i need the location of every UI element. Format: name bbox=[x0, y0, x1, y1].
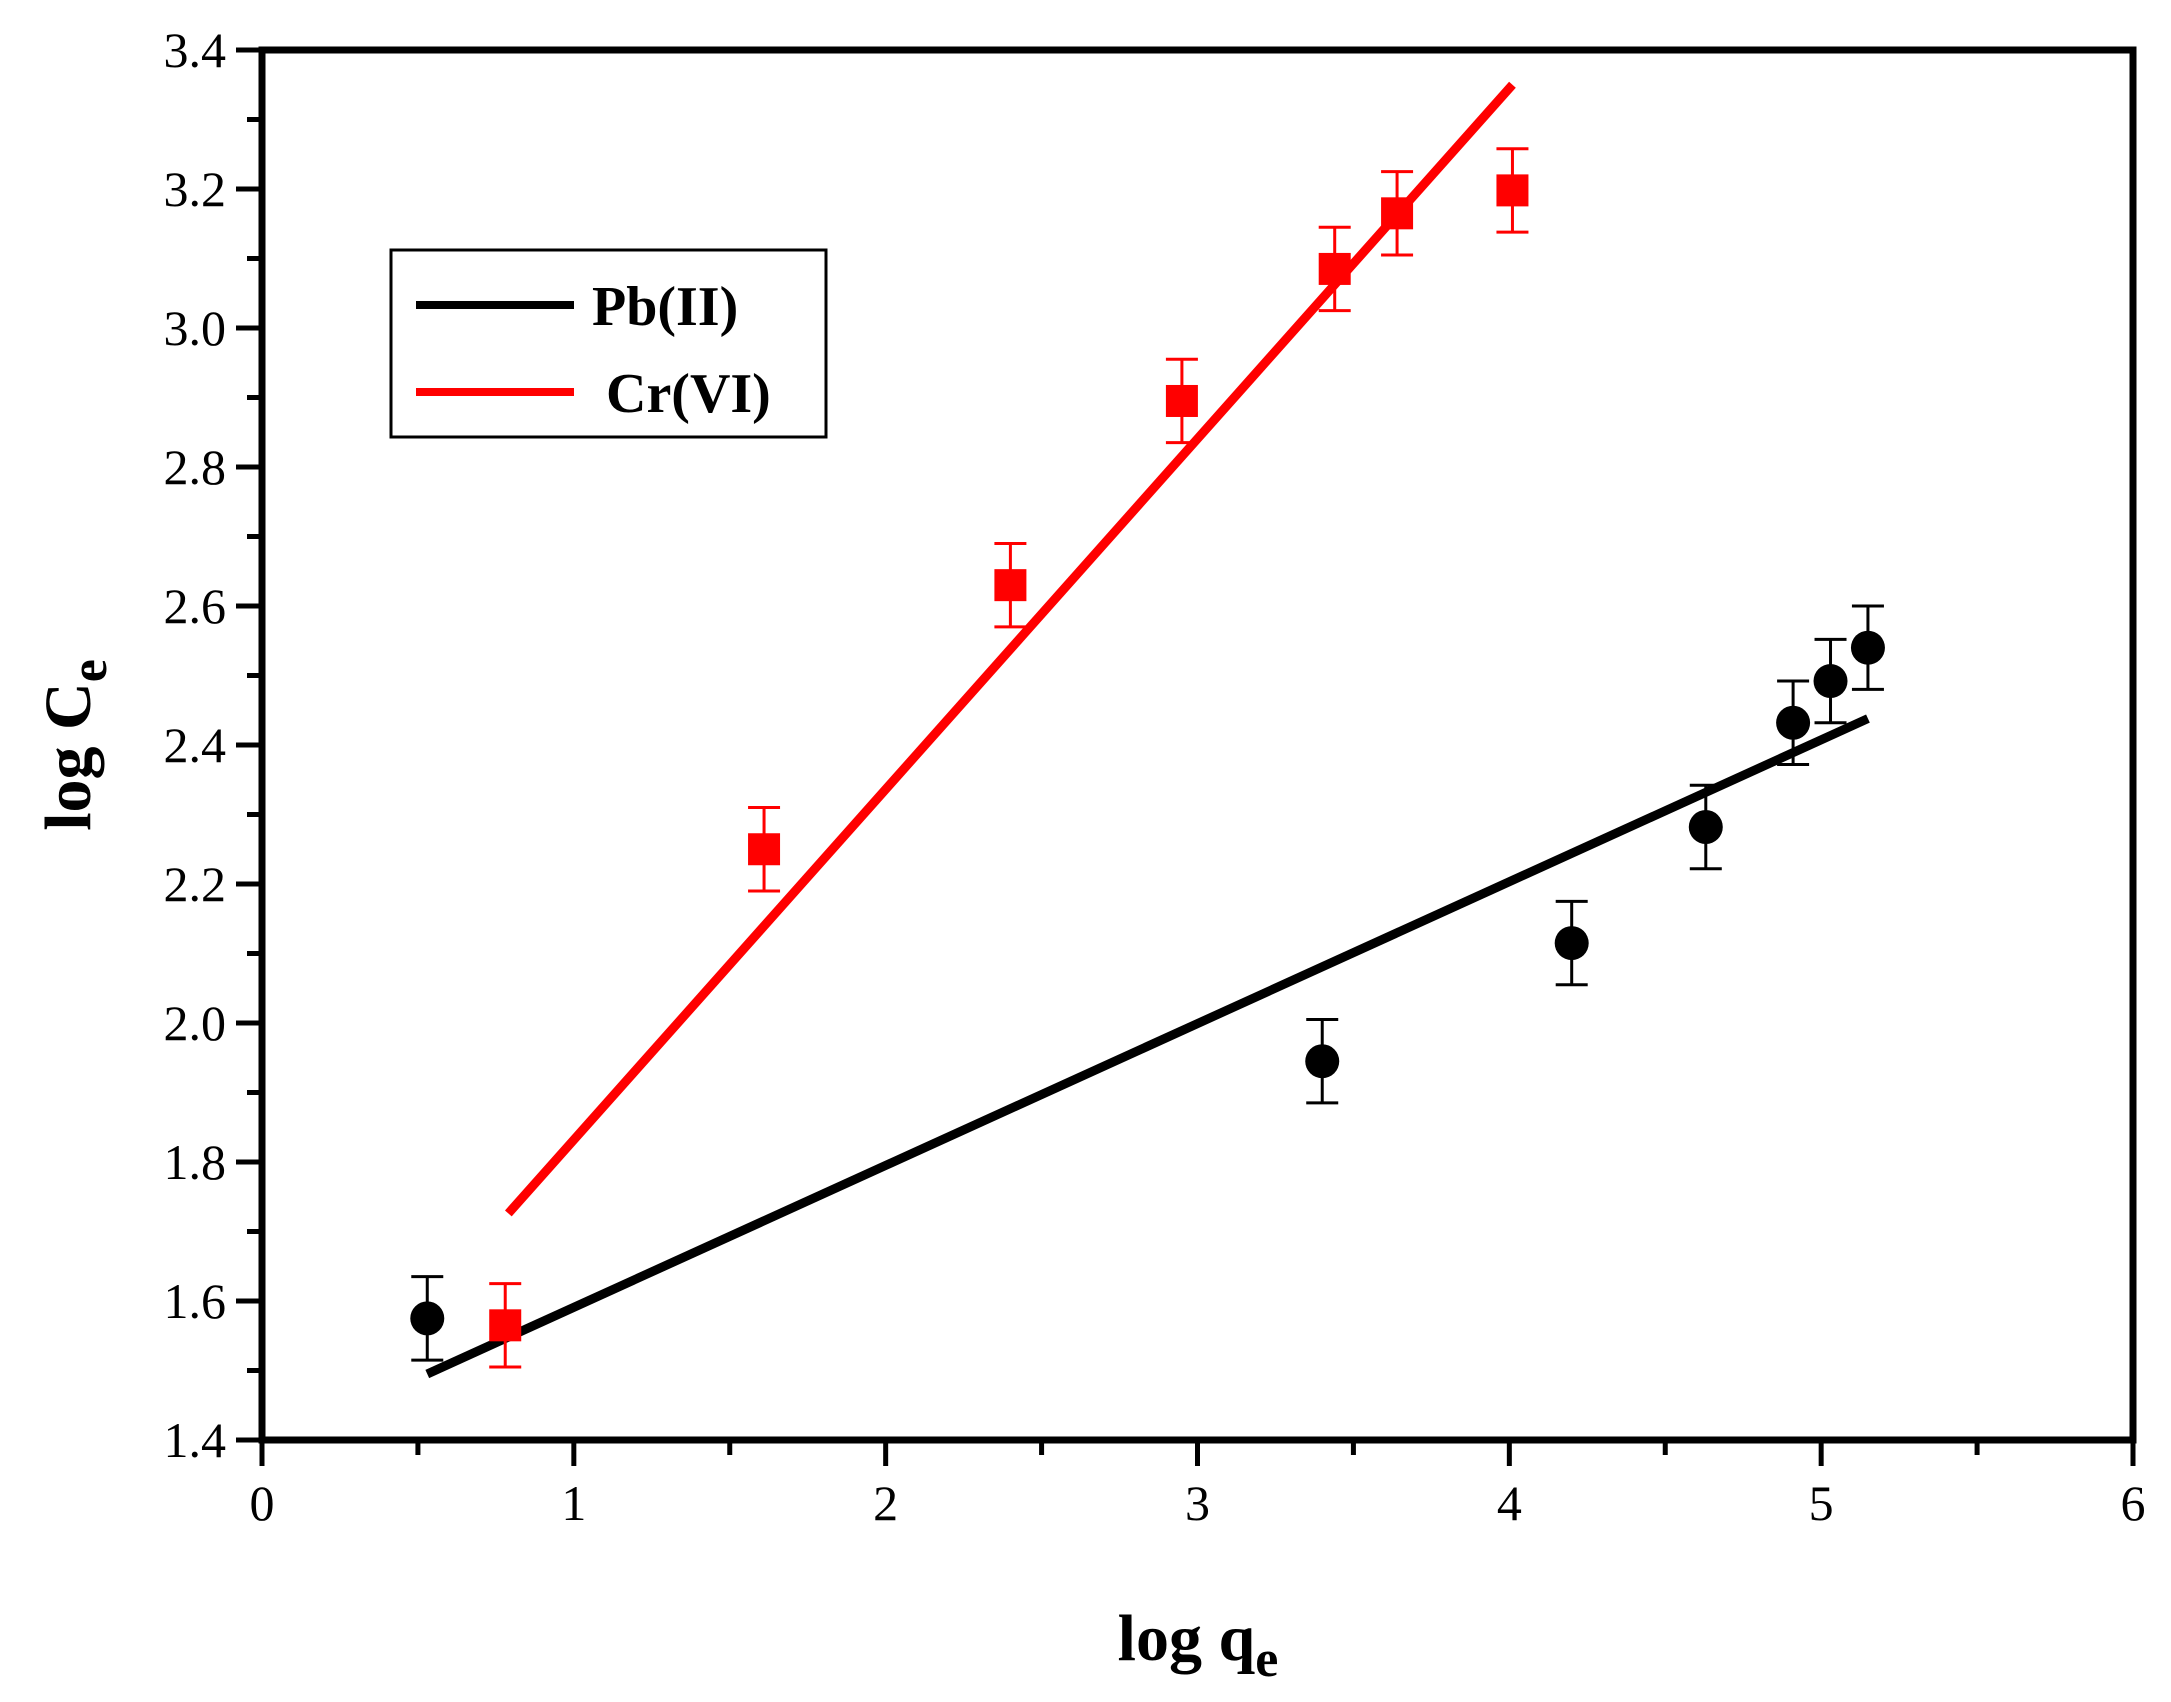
x-axis-tick-labels: 0 1 2 3 4 5 6 bbox=[250, 1475, 2146, 1531]
y-tick-label: 3.0 bbox=[164, 300, 227, 356]
y-tick-label: 2.0 bbox=[164, 995, 227, 1051]
data-point-pb bbox=[1776, 705, 1811, 740]
y-axis-title: log Ce bbox=[32, 659, 118, 831]
data-point-cr bbox=[1318, 252, 1351, 285]
x-tick-label: 2 bbox=[873, 1475, 898, 1531]
y-tick-label: 1.8 bbox=[164, 1134, 227, 1190]
data-point-pb bbox=[1813, 664, 1848, 699]
y-tick-label: 2.4 bbox=[164, 717, 227, 773]
y-tick-label: 2.8 bbox=[164, 439, 227, 495]
y-axis-ticks bbox=[236, 47, 262, 1443]
data-point-cr bbox=[748, 833, 781, 866]
legend-label-pb: Pb(II) bbox=[592, 276, 738, 338]
y-tick-label: 3.2 bbox=[164, 161, 227, 217]
y-tick-label: 3.4 bbox=[164, 22, 227, 78]
data-markers bbox=[410, 174, 1885, 1342]
x-tick-label: 1 bbox=[561, 1475, 586, 1531]
y-tick-label: 2.2 bbox=[164, 856, 227, 912]
y-tick-label: 1.6 bbox=[164, 1273, 227, 1329]
legend-box bbox=[389, 248, 828, 439]
x-axis-ticks bbox=[259, 1440, 2136, 1466]
x-tick-label: 3 bbox=[1185, 1475, 1210, 1531]
y-axis-tick-labels: 1.4 1.6 1.8 2.0 2.2 2.4 2.6 2.8 3.0 3.2 3.4 bbox=[164, 22, 227, 1468]
legend: Pb(II) Cr(VI) bbox=[389, 248, 828, 439]
data-point-cr bbox=[489, 1309, 522, 1342]
data-point-pb bbox=[1850, 630, 1885, 665]
y-tick-label: 1.4 bbox=[164, 1412, 227, 1468]
fit-line-pb bbox=[425, 714, 1870, 1379]
x-axis-title-subscript: e bbox=[1255, 1631, 1278, 1688]
data-point-pb bbox=[1305, 1044, 1340, 1079]
legend-label-cr: Cr(VI) bbox=[606, 363, 771, 425]
x-tick-label: 6 bbox=[2121, 1475, 2146, 1531]
data-point-cr bbox=[994, 569, 1027, 602]
x-tick-label: 5 bbox=[1809, 1475, 1834, 1531]
data-point-cr bbox=[1165, 384, 1198, 417]
y-axis-title-subscript: e bbox=[61, 659, 118, 682]
x-axis-title: log qe bbox=[1118, 1602, 1279, 1688]
data-point-cr bbox=[1381, 197, 1414, 230]
data-point-cr bbox=[1496, 174, 1529, 207]
data-point-pb bbox=[1688, 810, 1723, 845]
x-tick-label: 4 bbox=[1497, 1475, 1522, 1531]
y-tick-label: 2.6 bbox=[164, 578, 227, 634]
data-point-pb bbox=[410, 1301, 445, 1336]
data-point-pb bbox=[1554, 926, 1589, 961]
x-tick-label: 0 bbox=[250, 1475, 275, 1531]
